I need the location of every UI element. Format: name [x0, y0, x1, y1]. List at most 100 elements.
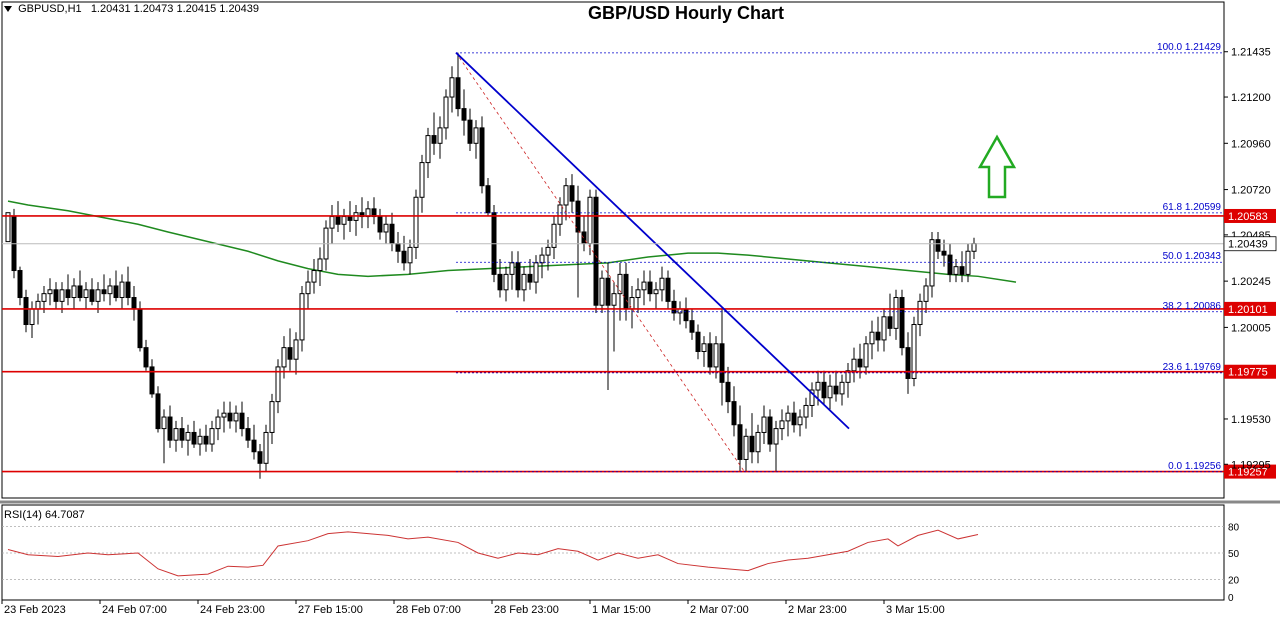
candle-body — [119, 281, 125, 299]
candle-body — [557, 204, 563, 225]
candle-body — [209, 428, 215, 445]
candle-body — [581, 231, 587, 245]
candle-body — [197, 435, 203, 445]
candle-body — [821, 381, 827, 399]
time-tick-label: 1 Mar 15:00 — [592, 604, 651, 616]
candle-body — [941, 250, 947, 256]
candle-body — [911, 324, 917, 379]
ma-path — [7, 200, 1017, 283]
moving-average-line — [7, 200, 1017, 283]
candle-body — [785, 412, 791, 422]
candle-body — [707, 343, 713, 368]
candle-body — [227, 412, 233, 422]
candle-body — [341, 216, 347, 225]
candle-body — [551, 223, 557, 248]
candle-body — [623, 273, 629, 310]
ohlc-values: 1.20431 1.20473 1.20415 1.20439 — [90, 3, 260, 15]
candle-body — [791, 412, 797, 426]
candle-body — [893, 297, 899, 329]
candle-body — [377, 216, 383, 233]
fibonacci-retracement: 100.0 1.21429 61.8 1.20599 50.0 1.20343 38.… — [455, 42, 1224, 473]
fib-level-label: 23.6 1.19769 — [1163, 362, 1222, 373]
time-axis[interactable]: 23 Feb 2023 24 Feb 07:00 24 Feb 23:00 27 Fe… — [1, 600, 945, 616]
candle-body — [827, 385, 833, 399]
candle-body — [521, 273, 527, 291]
price-tick-label: 1.20960 — [1231, 138, 1271, 150]
candle-body — [173, 428, 179, 441]
dropdown-arrow-icon[interactable] — [4, 6, 12, 13]
candle-body — [539, 254, 545, 264]
candle-body — [155, 393, 161, 430]
candle-body — [605, 277, 611, 306]
candle-body — [113, 285, 119, 299]
candle-body — [629, 297, 635, 310]
candle-body — [947, 254, 953, 275]
candle-body — [305, 281, 311, 295]
candle-body — [653, 289, 659, 295]
main-pane-border — [1, 1, 1225, 499]
candle-body — [233, 412, 239, 422]
candle-body — [641, 281, 647, 291]
candle-body — [179, 428, 185, 441]
chart-title: GBP/USD Hourly Chart — [588, 3, 785, 23]
price-level-label: 1.19257 — [1228, 467, 1268, 479]
candle-body — [869, 331, 875, 345]
candle-body — [407, 246, 413, 264]
candle-body — [935, 239, 941, 252]
candle-body — [593, 196, 599, 306]
candle-body — [59, 289, 65, 302]
candle-body — [761, 416, 767, 433]
candle-body — [53, 289, 59, 302]
candle-body — [635, 289, 641, 299]
candle-body — [881, 316, 887, 341]
candle-body — [503, 273, 509, 291]
time-tick-label: 2 Mar 23:00 — [788, 604, 847, 616]
candle-body — [731, 401, 737, 426]
candle-body — [437, 127, 443, 144]
candle-body — [857, 358, 863, 368]
fib-level-label: 0.0 1.19256 — [1168, 461, 1221, 472]
candle-body — [743, 435, 749, 460]
candle-body — [251, 439, 257, 453]
candle-body — [719, 343, 725, 383]
candle-body — [545, 246, 551, 256]
price-tick-label: 1.19295 — [1231, 459, 1271, 471]
candle-body — [347, 216, 353, 221]
price-axis[interactable]: 1.214351.212001.209601.207201.204851.202… — [2, 47, 1277, 472]
price-level-tag — [1224, 364, 1276, 379]
candle-body — [899, 297, 905, 349]
price-tick-label: 1.20720 — [1231, 185, 1271, 197]
chart-grid — [0, 1, 1280, 601]
candle-body — [329, 216, 335, 229]
candle-body — [443, 96, 449, 129]
candle-body — [803, 404, 809, 418]
candle-body — [965, 250, 971, 275]
candle-body — [851, 358, 857, 372]
candle-body — [713, 343, 719, 368]
candle-body — [161, 416, 167, 430]
price-tick-label: 1.21435 — [1231, 47, 1271, 59]
candle-body — [875, 331, 881, 341]
candle-body — [401, 250, 407, 264]
candle-body — [599, 277, 605, 306]
rsi-tick-label: 20 — [1228, 575, 1240, 586]
candle-body — [923, 285, 929, 302]
candle-body — [839, 381, 845, 395]
candle-body — [17, 270, 23, 299]
candle-body — [77, 285, 83, 299]
fib-level-label: 61.8 1.20599 — [1163, 202, 1222, 213]
candle-body — [455, 77, 461, 110]
candle-body — [107, 285, 113, 295]
candle-body — [287, 347, 293, 360]
candle-body — [917, 300, 923, 326]
candle-body — [611, 293, 617, 306]
rsi-tick-label: 80 — [1228, 523, 1240, 534]
rsi-label: RSI(14) 64.7087 — [4, 509, 85, 521]
price-level-tag — [1224, 301, 1276, 316]
candle-body — [569, 185, 575, 202]
fib-level-label: 50.0 1.20343 — [1163, 251, 1222, 262]
candle-body — [101, 289, 107, 295]
time-tick-label: 28 Feb 07:00 — [396, 604, 461, 616]
price-tick-label: 1.20245 — [1231, 276, 1271, 288]
downtrend-line — [455, 52, 850, 430]
